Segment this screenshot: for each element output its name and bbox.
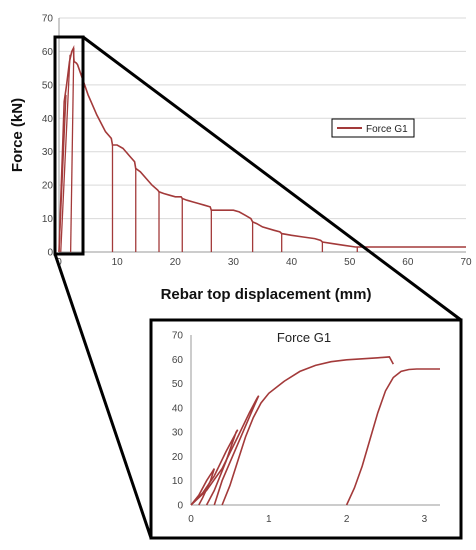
zoom-callout: [53, 35, 462, 539]
inset-y-tick-label: 10: [172, 476, 184, 487]
inset-y-tick-label: 0: [177, 501, 183, 512]
inset-x-tick-label: 1: [266, 514, 272, 525]
inset-y-tick-label: 70: [172, 331, 184, 342]
main-y-tick-label: 10: [42, 214, 54, 225]
main-x-tick-label: 60: [402, 257, 414, 268]
inset-series-line: [345, 368, 440, 506]
inset-y-tick-label: 40: [172, 403, 184, 414]
main-y-tick-label: 20: [42, 181, 54, 192]
series-line-force-g1: [58, 44, 466, 253]
main-y-tick-label: 0: [47, 248, 53, 259]
legend: Force G1: [331, 118, 415, 138]
main-y-tick-label: 50: [42, 80, 54, 91]
zoom-connector-top: [82, 35, 462, 322]
main-y-tick-labels: 0 10 20 30 40 50 60 70: [42, 14, 54, 259]
main-x-tick-label: 10: [112, 257, 124, 268]
inset-x-tick-label: 2: [344, 514, 350, 525]
legend-label: Force G1: [366, 124, 408, 135]
main-y-tick-label: 70: [42, 14, 54, 25]
main-loading-branch: [60, 54, 71, 253]
inset-frame: [149, 318, 463, 540]
inset-y-tick-label: 30: [172, 428, 184, 439]
inset-axes: [190, 335, 440, 506]
main-y-tick-label: 30: [42, 147, 54, 158]
main-x-tick-label: 40: [286, 257, 298, 268]
inset-x-tick-label: 3: [422, 514, 428, 525]
main-y-tick-label: 40: [42, 114, 54, 125]
main-axes: [58, 18, 466, 253]
inset-series-line: [221, 356, 395, 506]
main-gridlines: [59, 17, 466, 220]
inset-y-tick-label: 20: [172, 452, 184, 463]
main-x-tick-label: 30: [228, 257, 240, 268]
inset-series-lines: [190, 356, 440, 506]
x-axis-title: Rebar top displacement (mm): [161, 286, 372, 303]
main-chart: 0 10 20 30 40 50 60 70 0 10 20 30 40 50 60 70 Force (k…: [9, 14, 472, 304]
inset-y-tick-label: 60: [172, 355, 184, 366]
zoom-region-box: [53, 35, 85, 256]
inset-chart: 0 10 20 30 40 50 60 70 0 1 2 3 Force G1: [149, 318, 463, 540]
inset-x-tick-labels: 0 1 2 3: [188, 514, 427, 525]
inset-series-line: [190, 468, 216, 506]
main-loading-branch: [69, 48, 75, 253]
inset-y-tick-label: 50: [172, 379, 184, 390]
main-x-tick-label: 20: [170, 257, 182, 268]
y-axis-title: Force (kN): [9, 98, 26, 172]
inset-x-tick-label: 0: [188, 514, 194, 525]
legend-box: [331, 118, 415, 138]
main-y-tick-label: 60: [42, 47, 54, 58]
inset-y-tick-labels: 0 10 20 30 40 50 60 70: [172, 331, 184, 512]
inset-title: Force G1: [277, 330, 331, 345]
inset-series-line: [190, 395, 260, 506]
main-unloading-lines: [58, 48, 358, 253]
main-x-tick-label: 50: [344, 257, 356, 268]
main-x-tick-label: 70: [460, 257, 472, 268]
zoom-connector-bottom: [53, 253, 153, 539]
